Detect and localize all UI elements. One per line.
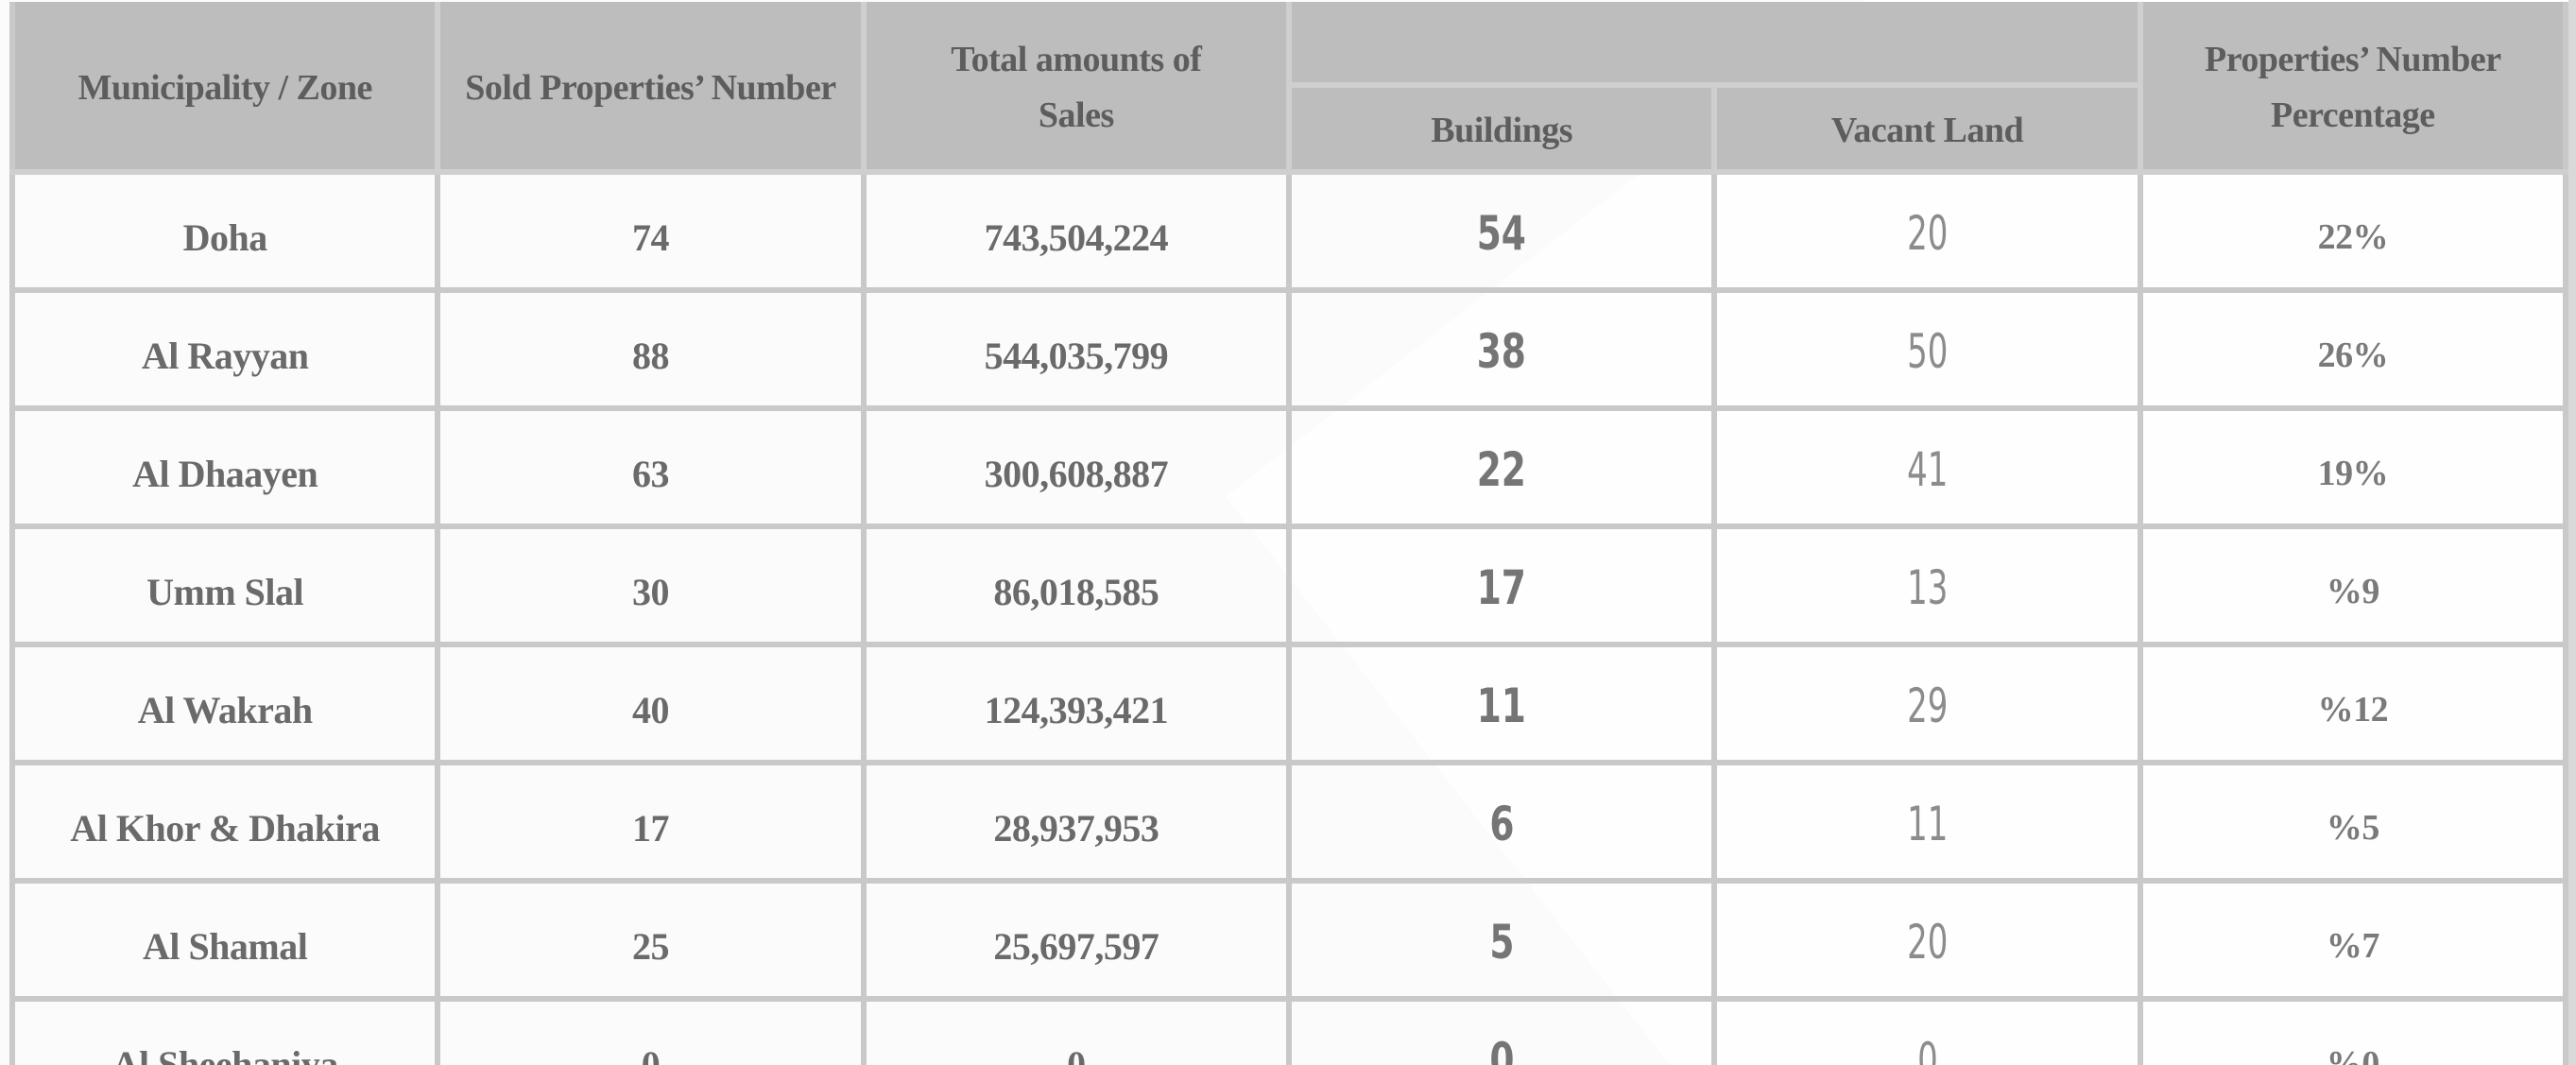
header-total-sales-line1: Total amounts of — [951, 40, 1202, 80]
sold-number-cell: 17 — [435, 760, 867, 884]
total-sales-cell: 25,697,597 — [860, 878, 1292, 1002]
vacant-land-cell: 20 — [1711, 878, 2143, 1002]
buildings-cell: 22 — [1285, 405, 1718, 529]
buildings-cell: 6 — [1285, 760, 1718, 884]
municipality-cell: Al Wakrah — [9, 642, 441, 765]
total-sales-cell: 300,608,887 — [860, 405, 1292, 529]
vacant-land-cell: 11 — [1711, 760, 2143, 884]
total-sales-cell: 0 — [860, 996, 1292, 1065]
municipality-cell: Al Khor & Dhakira — [9, 760, 441, 884]
header-buildings: Buildings — [1285, 85, 1718, 175]
buildings-cell: 38 — [1285, 287, 1718, 411]
header-percentage-line2: Percentage — [2270, 95, 2435, 135]
sold-number-cell: 63 — [435, 405, 867, 529]
header-vacant-land: Vacant Land — [1711, 85, 2143, 175]
sold-number-cell: 30 — [435, 524, 867, 647]
total-sales-cell: 86,018,585 — [860, 524, 1292, 647]
buildings-cell: 54 — [1285, 169, 1718, 293]
table-row: Al Dhaayen 63 300,608,887 22 41 19% — [9, 405, 2569, 529]
table-row: Al Khor & Dhakira 17 28,937,953 6 11 %5 — [9, 760, 2569, 884]
sold-number-cell: 25 — [435, 878, 867, 1002]
header-total-sales: Total amounts of Sales — [860, 2, 1292, 175]
vacant-land-cell: 13 — [1711, 524, 2143, 647]
total-sales-cell: 124,393,421 — [860, 642, 1292, 765]
vacant-land-cell: 0 — [1711, 996, 2143, 1065]
municipality-cell: Al Sheehaniya — [9, 996, 441, 1065]
header-spacer — [1285, 2, 2143, 88]
municipality-cell: Umm Slal — [9, 524, 441, 647]
table-header: Municipality / Zone Sold Properties’ Num… — [9, 2, 2569, 175]
table-row: Al Rayyan 88 544,035,799 38 50 26% — [9, 287, 2569, 411]
percentage-cell: %12 — [2137, 642, 2569, 765]
percentage-cell: %0 — [2137, 996, 2569, 1065]
sold-number-cell: 88 — [435, 287, 867, 411]
percentage-cell: 26% — [2137, 287, 2569, 411]
vacant-land-cell: 41 — [1711, 405, 2143, 529]
municipality-cell: Doha — [9, 169, 441, 293]
header-sold-number: Sold Properties’ Number — [435, 2, 867, 175]
sold-number-cell: 40 — [435, 642, 867, 765]
table-body: Doha 74 743,504,224 54 20 22% Al Rayyan … — [9, 169, 2569, 1065]
percentage-cell: %9 — [2137, 524, 2569, 647]
vacant-land-cell: 20 — [1711, 169, 2143, 293]
page-edge-strip — [2568, 0, 2576, 1065]
table-row: Al Sheehaniya 0 0 0 0 %0 — [9, 996, 2569, 1065]
sold-number-cell: 74 — [435, 169, 867, 293]
total-sales-cell: 544,035,799 — [860, 287, 1292, 411]
buildings-cell: 11 — [1285, 642, 1718, 765]
buildings-cell: 0 — [1285, 996, 1718, 1065]
percentage-cell: 19% — [2137, 405, 2569, 529]
header-total-sales-line2: Sales — [1038, 95, 1114, 135]
buildings-cell: 5 — [1285, 878, 1718, 1002]
municipality-sales-table: Municipality / Zone Sold Properties’ Num… — [9, 2, 2569, 1065]
sold-number-cell: 0 — [435, 996, 867, 1065]
header-percentage: Properties’ Number Percentage — [2137, 2, 2569, 175]
municipality-cell: Al Dhaayen — [9, 405, 441, 529]
percentage-cell: %7 — [2137, 878, 2569, 1002]
municipality-cell: Al Rayyan — [9, 287, 441, 411]
vacant-land-cell: 50 — [1711, 287, 2143, 411]
percentage-cell: 22% — [2137, 169, 2569, 293]
table-row: Doha 74 743,504,224 54 20 22% — [9, 169, 2569, 293]
buildings-cell: 17 — [1285, 524, 1718, 647]
percentage-cell: %5 — [2137, 760, 2569, 884]
table-row: Al Wakrah 40 124,393,421 11 29 %12 — [9, 642, 2569, 765]
table-row: Al Shamal 25 25,697,597 5 20 %7 — [9, 878, 2569, 1002]
total-sales-cell: 28,937,953 — [860, 760, 1292, 884]
municipality-cell: Al Shamal — [9, 878, 441, 1002]
vacant-land-cell: 29 — [1711, 642, 2143, 765]
header-municipality: Municipality / Zone — [9, 2, 441, 175]
table-row: Umm Slal 30 86,018,585 17 13 %9 — [9, 524, 2569, 647]
header-percentage-line1: Properties’ Number — [2205, 40, 2501, 80]
total-sales-cell: 743,504,224 — [860, 169, 1292, 293]
